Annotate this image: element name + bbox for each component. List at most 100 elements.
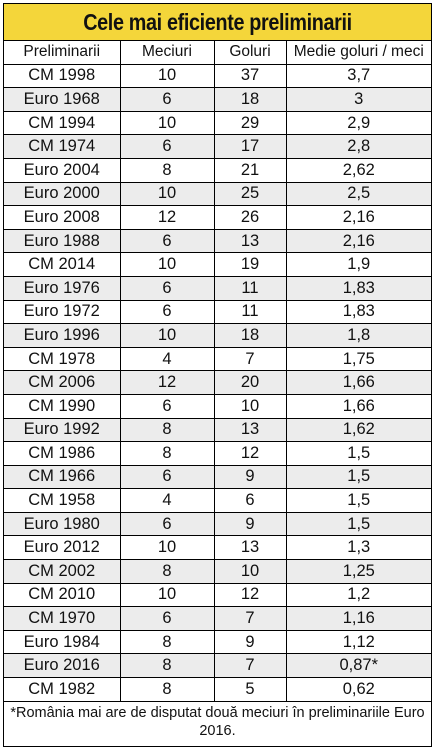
cell-medie: 0,87* — [285, 653, 431, 679]
cell-preliminarii: Euro 1972 — [4, 299, 121, 325]
cell-meciuri: 10 — [119, 582, 215, 608]
cell-meciuri: 6 — [119, 393, 215, 419]
cell-meciuri: 12 — [119, 205, 215, 230]
cell-goluri: 18 — [213, 87, 287, 112]
table-row: Euro 1996 10 18 1,8 — [4, 323, 431, 348]
table-row: CM 2006 12 20 1,66 — [4, 370, 431, 395]
cell-preliminarii: CM 1986 — [4, 441, 121, 466]
table-row: Euro 1968 6 18 3 — [4, 87, 431, 112]
cell-meciuri: 8 — [119, 629, 215, 655]
table-row: Euro 2000 10 25 2,5 — [4, 181, 431, 207]
cell-meciuri: 8 — [119, 559, 215, 584]
table-body: CM 1998 10 37 3,7 Euro 1968 6 18 3 CM 1994 10 29 2,… — [4, 64, 431, 702]
column-header-goluri: Goluri — [213, 41, 287, 65]
stats-table-panel: Cele mai eficiente preliminarii Prelimin… — [3, 3, 432, 747]
cell-preliminarii: CM 2006 — [4, 370, 121, 395]
table-row: Euro 2004 8 21 2,62 — [4, 157, 431, 183]
cell-preliminarii: CM 2002 — [4, 559, 121, 584]
cell-medie: 1,66 — [285, 370, 431, 395]
cell-preliminarii: Euro 2008 — [4, 205, 121, 230]
cell-meciuri: 6 — [119, 87, 215, 112]
cell-goluri: 19 — [213, 252, 287, 277]
cell-goluri: 12 — [213, 441, 287, 466]
table-row: CM 2010 10 12 1,2 — [4, 582, 431, 608]
cell-preliminarii: Euro 2016 — [4, 653, 121, 679]
cell-medie: 1,9 — [285, 252, 431, 277]
footnote: *România mai are de disputat două meciur… — [10, 704, 425, 739]
cell-goluri: 9 — [213, 464, 287, 490]
cell-meciuri: 10 — [119, 252, 215, 277]
cell-goluri: 13 — [213, 417, 287, 443]
cell-goluri: 25 — [213, 181, 287, 207]
cell-preliminarii: CM 2010 — [4, 582, 121, 608]
cell-preliminarii: Euro 1992 — [4, 417, 121, 443]
cell-goluri: 7 — [213, 346, 287, 372]
table-row: CM 2002 8 10 1,25 — [4, 559, 431, 584]
cell-medie: 1,66 — [285, 393, 431, 419]
table-row: CM 1998 10 37 3,7 — [4, 64, 431, 89]
cell-meciuri: 6 — [119, 299, 215, 325]
cell-meciuri: 10 — [119, 110, 215, 136]
cell-goluri: 10 — [213, 393, 287, 419]
table-row: CM 1978 4 7 1,75 — [4, 346, 431, 372]
cell-medie: 2,62 — [285, 157, 431, 183]
cell-medie: 2,5 — [285, 181, 431, 207]
title-bar: Cele mai eficiente preliminarii — [4, 4, 431, 41]
cell-meciuri: 8 — [119, 441, 215, 466]
cell-preliminarii: CM 1978 — [4, 346, 121, 372]
cell-goluri: 7 — [213, 606, 287, 631]
cell-goluri: 26 — [213, 205, 287, 230]
table-row: Euro 2016 8 7 0,87* — [4, 653, 431, 679]
cell-meciuri: 12 — [119, 370, 215, 395]
cell-preliminarii: CM 1958 — [4, 488, 121, 513]
cell-goluri: 13 — [213, 228, 287, 254]
cell-goluri: 11 — [213, 299, 287, 325]
cell-meciuri: 6 — [119, 606, 215, 631]
cell-meciuri: 8 — [119, 653, 215, 679]
cell-medie: 1,75 — [285, 346, 431, 372]
cell-preliminarii: Euro 1968 — [4, 87, 121, 112]
cell-preliminarii: CM 1998 — [4, 64, 121, 89]
cell-goluri: 5 — [213, 677, 287, 702]
table-row: Euro 1988 6 13 2,16 — [4, 228, 431, 254]
cell-meciuri: 8 — [119, 417, 215, 443]
cell-preliminarii: Euro 1988 — [4, 228, 121, 254]
cell-medie: 1,62 — [285, 417, 431, 443]
table-row: Euro 1984 8 9 1,12 — [4, 629, 431, 655]
cell-medie: 3,7 — [285, 64, 431, 89]
cell-meciuri: 4 — [119, 488, 215, 513]
table-row: Euro 2012 10 13 1,3 — [4, 535, 431, 561]
cell-preliminarii: Euro 2000 — [4, 181, 121, 207]
cell-medie: 1,83 — [285, 275, 431, 301]
cell-medie: 1,5 — [285, 464, 431, 490]
table-row: Euro 1980 6 9 1,5 — [4, 511, 431, 537]
table-row: CM 1982 8 5 0,62 — [4, 677, 431, 702]
stats-table: Preliminarii Meciuri Goluri Medie goluri… — [4, 41, 431, 702]
cell-goluri: 13 — [213, 535, 287, 561]
table-row: CM 1986 8 12 1,5 — [4, 441, 431, 466]
cell-meciuri: 6 — [119, 275, 215, 301]
cell-meciuri: 8 — [119, 677, 215, 702]
cell-meciuri: 10 — [119, 535, 215, 561]
cell-meciuri: 10 — [119, 181, 215, 207]
cell-meciuri: 6 — [119, 511, 215, 537]
header-row: Preliminarii Meciuri Goluri Medie goluri… — [4, 41, 431, 65]
cell-medie: 1,5 — [285, 511, 431, 537]
cell-preliminarii: CM 1994 — [4, 110, 121, 136]
cell-meciuri: 8 — [119, 157, 215, 183]
cell-preliminarii: Euro 1984 — [4, 629, 121, 655]
cell-medie: 1,83 — [285, 299, 431, 325]
cell-medie: 1,5 — [285, 488, 431, 513]
cell-goluri: 9 — [213, 511, 287, 537]
table-row: Euro 1972 6 11 1,83 — [4, 299, 431, 325]
column-header-preliminarii: Preliminarii — [4, 41, 121, 65]
cell-medie: 1,12 — [285, 629, 431, 655]
cell-goluri: 9 — [213, 629, 287, 655]
cell-goluri: 7 — [213, 653, 287, 679]
cell-medie: 1,5 — [285, 441, 431, 466]
cell-goluri: 11 — [213, 275, 287, 301]
cell-preliminarii: Euro 1996 — [4, 323, 121, 348]
cell-preliminarii: CM 1982 — [4, 677, 121, 702]
cell-medie: 1,25 — [285, 559, 431, 584]
cell-goluri: 10 — [213, 559, 287, 584]
